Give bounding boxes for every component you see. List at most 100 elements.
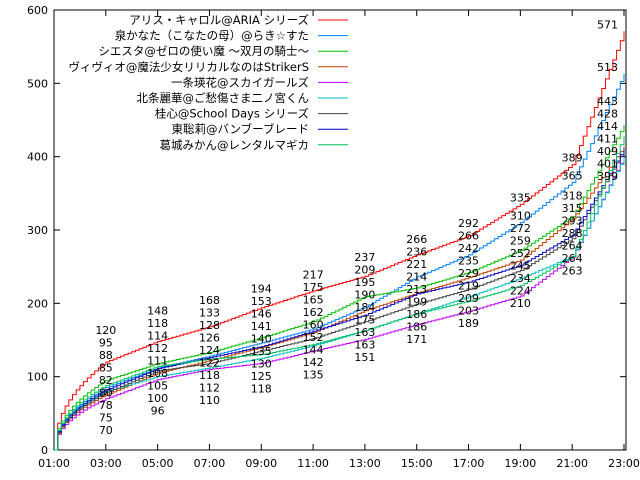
data-label: 135 bbox=[303, 369, 324, 382]
data-label: 88 bbox=[99, 349, 113, 362]
data-label: 163 bbox=[354, 326, 375, 339]
series-line bbox=[54, 146, 625, 451]
data-label: 399 bbox=[597, 170, 618, 183]
data-label: 130 bbox=[251, 358, 272, 371]
data-label: 209 bbox=[458, 292, 479, 305]
data-label: 160 bbox=[303, 319, 324, 332]
x-tick-label: 21:00 bbox=[556, 457, 588, 470]
data-label: 571 bbox=[597, 18, 618, 31]
data-label: 148 bbox=[147, 305, 168, 318]
data-label: 146 bbox=[251, 308, 272, 321]
data-label: 120 bbox=[95, 324, 116, 337]
data-label: 171 bbox=[406, 333, 427, 346]
data-label: 242 bbox=[458, 242, 479, 255]
x-tick-label: 03:00 bbox=[90, 457, 122, 470]
series-line bbox=[54, 157, 625, 451]
data-label: 133 bbox=[199, 307, 220, 320]
data-label: 135 bbox=[251, 345, 272, 358]
y-tick-label: 500 bbox=[27, 77, 48, 90]
data-label: 175 bbox=[354, 314, 375, 327]
data-label: 186 bbox=[406, 320, 427, 333]
data-label: 82 bbox=[99, 374, 113, 387]
y-tick-label: 200 bbox=[27, 297, 48, 310]
data-label: 189 bbox=[458, 317, 479, 330]
data-label: 152 bbox=[303, 331, 324, 344]
legend-label: 桂心@School Days シリーズ bbox=[155, 107, 309, 121]
data-label: 293 bbox=[562, 215, 583, 228]
data-label: 114 bbox=[147, 330, 168, 343]
data-label: 210 bbox=[510, 297, 531, 310]
y-tick-label: 0 bbox=[41, 444, 48, 457]
data-label: 108 bbox=[147, 367, 168, 380]
data-label: 142 bbox=[303, 356, 324, 369]
data-label: 75 bbox=[99, 412, 113, 425]
data-label: 105 bbox=[147, 380, 168, 393]
data-label: 195 bbox=[354, 276, 375, 289]
plot-frame bbox=[53, 9, 627, 451]
x-tick-label: 01:00 bbox=[38, 457, 70, 470]
data-label: 118 bbox=[199, 369, 220, 382]
data-label: 264 bbox=[562, 240, 583, 253]
data-label: 252 bbox=[510, 247, 531, 260]
legend-label: 北条麗華@ご愁傷さま二ノ宮くん bbox=[137, 91, 310, 105]
data-label: 263 bbox=[562, 265, 583, 278]
legend-label: 一条瑛花@スカイガールズ bbox=[171, 75, 309, 89]
data-label: 112 bbox=[147, 342, 168, 355]
data-label: 214 bbox=[406, 270, 427, 283]
y-tick-label: 400 bbox=[27, 151, 48, 164]
data-label: 292 bbox=[458, 217, 479, 230]
x-tick-label: 15:00 bbox=[401, 457, 433, 470]
data-label: 175 bbox=[303, 281, 324, 294]
data-label: 401 bbox=[597, 158, 618, 171]
data-label: 221 bbox=[406, 258, 427, 271]
data-label: 118 bbox=[147, 317, 168, 330]
data-label: 237 bbox=[354, 251, 375, 264]
data-label: 95 bbox=[99, 337, 113, 350]
data-label: 128 bbox=[199, 319, 220, 332]
data-label: 389 bbox=[562, 152, 583, 165]
data-label: 235 bbox=[458, 255, 479, 268]
data-label: 96 bbox=[151, 405, 165, 418]
data-label: 153 bbox=[251, 295, 272, 308]
legend-label: 泉かなた（こなたの母）@らき☆すた bbox=[115, 29, 309, 43]
data-label: 315 bbox=[562, 202, 583, 215]
data-label: 140 bbox=[251, 333, 272, 346]
data-label: 217 bbox=[303, 269, 324, 282]
data-label: 310 bbox=[510, 209, 531, 222]
data-label: 80 bbox=[99, 387, 113, 400]
data-label: 112 bbox=[199, 382, 220, 395]
data-label: 203 bbox=[458, 305, 479, 318]
data-label: 236 bbox=[406, 245, 427, 258]
data-label: 190 bbox=[354, 289, 375, 302]
data-label: 414 bbox=[597, 120, 618, 133]
series-line bbox=[54, 148, 625, 451]
data-label: 168 bbox=[199, 294, 220, 307]
data-label: 162 bbox=[303, 306, 324, 319]
legend-label: ヴィヴィオ@魔法少女リリカルなのはStrikerS bbox=[68, 60, 309, 74]
data-label: 194 bbox=[251, 283, 272, 296]
data-label: 209 bbox=[354, 264, 375, 277]
y-tick-label: 600 bbox=[27, 4, 48, 17]
data-label: 122 bbox=[199, 357, 220, 370]
data-label: 443 bbox=[597, 95, 618, 108]
data-label: 224 bbox=[510, 284, 531, 297]
legend-label: 葛城みかん@レンタルマギカ bbox=[160, 138, 310, 152]
x-tick-label: 17:00 bbox=[453, 457, 485, 470]
data-label: 110 bbox=[199, 394, 220, 407]
y-tick-label: 300 bbox=[27, 224, 48, 237]
data-label: 264 bbox=[562, 252, 583, 265]
data-label: 125 bbox=[251, 370, 272, 383]
series-line bbox=[54, 31, 625, 451]
x-tick-label: 07:00 bbox=[194, 457, 226, 470]
data-label: 184 bbox=[354, 301, 375, 314]
data-label: 272 bbox=[510, 222, 531, 235]
data-label: 266 bbox=[458, 230, 479, 243]
data-label: 259 bbox=[510, 234, 531, 247]
series-line bbox=[54, 125, 625, 451]
data-label: 513 bbox=[597, 61, 618, 74]
x-tick-label: 13:00 bbox=[349, 457, 381, 470]
data-label: 165 bbox=[303, 294, 324, 307]
series-line bbox=[54, 136, 625, 451]
data-label: 219 bbox=[458, 280, 479, 293]
x-tick-label: 09:00 bbox=[245, 457, 277, 470]
